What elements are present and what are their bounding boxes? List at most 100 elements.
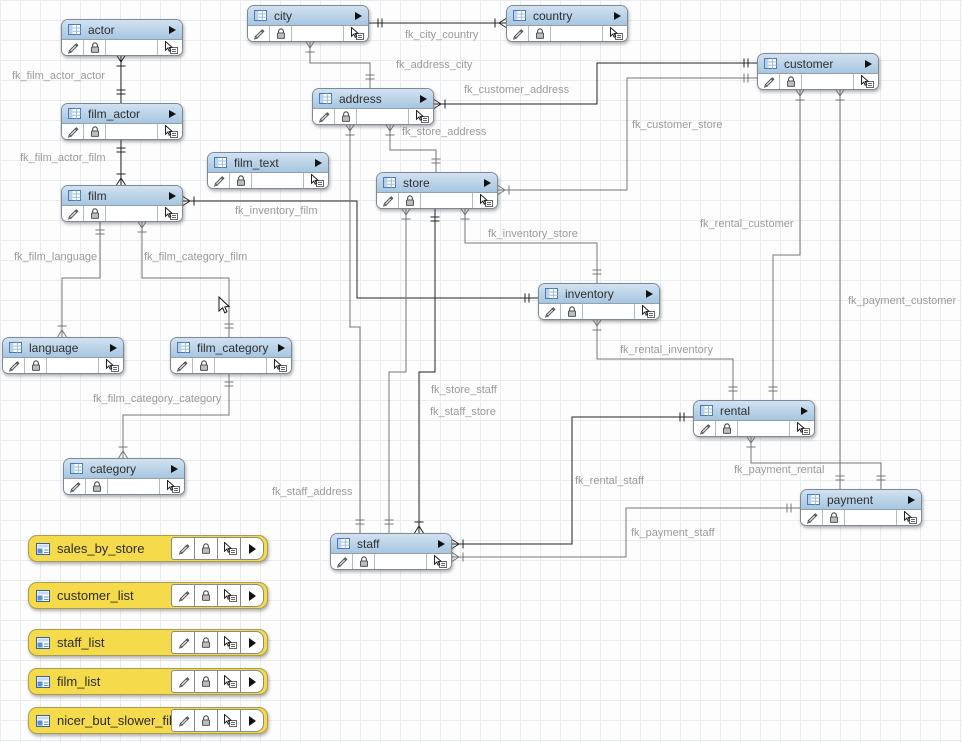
edit-pencil-button[interactable] [801,510,823,525]
table-header[interactable]: customer [758,54,878,74]
relationship-fk_store_staff[interactable]: fk_store_staff [414,208,498,534]
expand-arrow-icon[interactable] [908,495,915,504]
table-header[interactable]: staff [331,534,451,554]
edit-pencil-button[interactable] [172,710,194,731]
view-node-customer_list[interactable]: customer_list [28,582,268,609]
empty-field[interactable] [106,124,157,139]
edit-pencil-button[interactable] [172,671,194,692]
lock-button[interactable] [780,74,802,89]
lock-button[interactable] [529,26,551,41]
select-rows-button[interactable] [217,710,240,731]
relationship-fk_staff_store[interactable]: fk_staff_store [384,207,496,533]
lock-button[interactable] [194,671,217,692]
select-rows-button[interactable] [157,206,182,221]
select-rows-button[interactable] [157,40,182,55]
table-node-language[interactable]: language [2,337,124,374]
expand-arrow-icon[interactable] [169,25,176,34]
expand-arrow-icon[interactable] [171,464,178,473]
expand-arrow-button[interactable] [240,538,263,559]
expand-arrow-icon[interactable] [315,158,322,167]
edit-pencil-button[interactable] [3,358,25,373]
table-header[interactable]: store [377,173,497,193]
expand-arrow-icon[interactable] [801,406,808,415]
relationship-fk_film_actor_film[interactable]: fk_film_actor_film [20,139,126,186]
relationship-fk_film_language[interactable]: fk_film_language [14,221,105,338]
lock-button[interactable] [194,538,217,559]
relationship-fk_city_country[interactable]: fk_city_country [369,18,507,42]
table-node-inventory[interactable]: inventory [538,283,660,320]
relationship-fk_film_actor_actor[interactable]: fk_film_actor_actor [12,54,126,103]
expand-arrow-button[interactable] [240,632,263,653]
edit-pencil-button[interactable] [172,632,194,653]
relationship-fk_film_category_film[interactable]: fk_film_category_film [137,220,248,337]
empty-field[interactable] [108,479,159,494]
expand-arrow-icon[interactable] [614,11,621,20]
relationship-fk_payment_customer[interactable]: fk_payment_customer [835,88,957,489]
select-rows-button[interactable] [217,538,240,559]
select-rows-button[interactable] [303,173,328,188]
expand-arrow-button[interactable] [240,710,263,731]
table-node-store[interactable]: store [376,172,498,209]
table-header[interactable]: film_text [208,153,328,173]
select-rows-button[interactable] [472,193,497,208]
lock-button[interactable] [399,193,421,208]
view-node-sales_by_store[interactable]: sales_by_store [28,535,268,562]
lock-button[interactable] [25,358,47,373]
empty-field[interactable] [47,358,98,373]
empty-field[interactable] [357,109,408,124]
relationship-fk_inventory_film[interactable]: fk_inventory_film [182,196,538,303]
table-node-film_category[interactable]: film_category [170,337,292,374]
edit-pencil-button[interactable] [539,304,561,319]
empty-field[interactable] [292,26,343,41]
select-rows-button[interactable] [266,358,291,373]
select-rows-button[interactable] [426,554,451,569]
relationship-fk_inventory_store[interactable]: fk_inventory_store [460,207,602,283]
table-node-rental[interactable]: rental [693,400,815,437]
empty-field[interactable] [375,554,426,569]
table-header[interactable]: city [248,6,368,26]
lock-button[interactable] [84,206,106,221]
empty-field[interactable] [252,173,303,188]
table-node-staff[interactable]: staff [330,533,452,570]
table-header[interactable]: country [507,6,627,26]
edit-pencil-button[interactable] [171,358,193,373]
edit-pencil-button[interactable] [694,421,716,436]
table-node-country[interactable]: country [506,5,628,42]
select-rows-button[interactable] [408,109,433,124]
table-header[interactable]: rental [694,401,814,421]
table-header[interactable]: film [62,186,182,206]
empty-field[interactable] [421,193,472,208]
select-rows-button[interactable] [98,358,123,373]
select-rows-button[interactable] [159,479,184,494]
table-node-address[interactable]: address [312,88,434,125]
edit-pencil-button[interactable] [64,479,86,494]
table-node-actor[interactable]: actor [61,19,183,56]
relationship-fk_film_category_category[interactable]: fk_film_category_category [93,373,234,459]
edit-pencil-button[interactable] [208,173,230,188]
table-node-category[interactable]: category [63,458,185,495]
select-rows-button[interactable] [217,671,240,692]
table-header[interactable]: payment [801,490,921,510]
lock-button[interactable] [335,109,357,124]
relationship-fk_rental_staff[interactable]: fk_rental_staff [451,412,693,549]
table-header[interactable]: film_category [171,338,291,358]
select-rows-button[interactable] [789,421,814,436]
table-header[interactable]: film_actor [62,104,182,124]
edit-pencil-button[interactable] [507,26,529,41]
edit-pencil-button[interactable] [313,109,335,124]
edit-pencil-button[interactable] [331,554,353,569]
empty-field[interactable] [802,74,853,89]
table-header[interactable]: language [3,338,123,358]
edit-pencil-button[interactable] [62,124,84,139]
edit-pencil-button[interactable] [62,40,84,55]
table-node-film_actor[interactable]: film_actor [61,103,183,140]
view-node-nicer_but_slower_film_list[interactable]: nicer_but_slower_film_list [28,707,268,734]
lock-button[interactable] [86,479,108,494]
lock-button[interactable] [716,421,738,436]
lock-button[interactable] [230,173,252,188]
select-rows-button[interactable] [157,124,182,139]
empty-field[interactable] [845,510,896,525]
lock-button[interactable] [561,304,583,319]
edit-pencil-button[interactable] [172,538,194,559]
